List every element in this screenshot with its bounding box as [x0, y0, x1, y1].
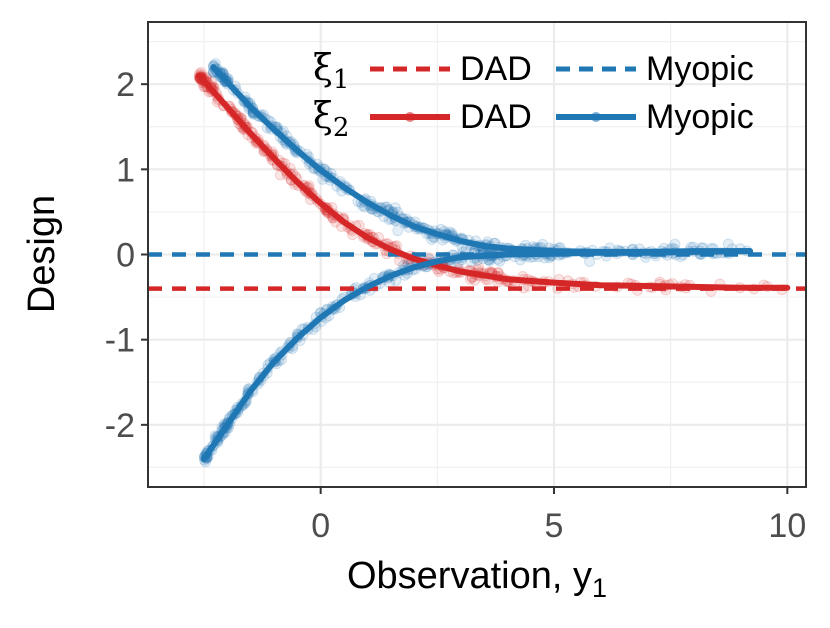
- legend: ξ1 DAD Myopic ξ2 DAD Myopic: [313, 48, 754, 143]
- legend-row1-symbol: ξ1: [313, 48, 349, 95]
- scatter-point: [389, 202, 401, 214]
- series-curve: [201, 248, 753, 462]
- legend-label-xi1-myopic: Myopic: [646, 50, 754, 88]
- y-tick-label: 0: [116, 237, 135, 275]
- legend-key-xi2-dad-point: [405, 112, 415, 122]
- legend-label-xi2-myopic: Myopic: [646, 98, 754, 136]
- scatter-point: [274, 169, 286, 181]
- x-tick-label: 0: [311, 507, 330, 545]
- scatter-point: [392, 225, 404, 237]
- y-tick-label: 1: [116, 151, 135, 189]
- legend-label-xi2-dad: DAD: [460, 98, 532, 136]
- series-lines: [148, 64, 806, 462]
- axis-ticks: 0 5 10 -2 -1 0 1 2: [105, 66, 806, 545]
- legend-key-xi2-myopic-point: [591, 112, 601, 122]
- y-tick-label: -1: [105, 322, 135, 360]
- series-curve: [196, 72, 791, 291]
- legend-label-xi1-dad: DAD: [460, 50, 532, 88]
- y-tick-label: -2: [105, 407, 135, 445]
- legend-row2-symbol: ξ2: [313, 96, 349, 143]
- x-axis-title: Observation, y1: [347, 555, 607, 603]
- x-tick-label: 5: [545, 507, 564, 545]
- y-tick-label: 2: [116, 66, 135, 104]
- x-tick-label: 10: [768, 507, 806, 545]
- y-axis-title: Design: [21, 195, 63, 313]
